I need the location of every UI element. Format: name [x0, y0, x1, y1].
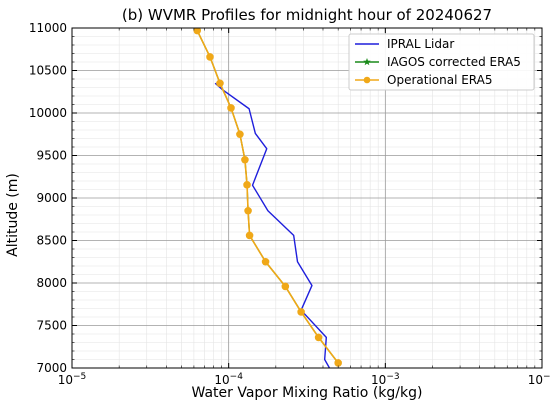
y-tick-label: 10500	[29, 64, 67, 78]
y-tick-label: 9500	[36, 149, 67, 163]
x-tick-label: 10−2	[528, 372, 550, 387]
legend-label-iagos-corrected-era5: IAGOS corrected ERA5	[387, 55, 521, 69]
data-point-operational-era5	[314, 333, 323, 342]
data-point-operational-era5	[245, 231, 254, 240]
data-point-operational-era5	[236, 130, 244, 139]
y-tick-label: 11000	[29, 21, 67, 35]
y-tick-label: 8000	[36, 276, 67, 290]
y-tick-labels: 7000 7500 8000 8500 9000 9500 10000 10500 11000	[29, 21, 67, 375]
axis-ticks	[71, 27, 543, 369]
chart-title: (b) WVMR Profiles for midnight hour of 2…	[122, 6, 492, 24]
series-layer	[193, 28, 342, 368]
y-tick-label: 9000	[36, 191, 67, 205]
data-point-operational-era5	[334, 359, 342, 367]
data-point-operational-era5	[206, 53, 214, 61]
legend-label-ipral-lidar: IPRAL Lidar	[387, 37, 454, 51]
x-axis-label: Water Vapor Mixing Ratio (kg/kg)	[192, 385, 423, 401]
data-point-operational-era5	[216, 79, 224, 88]
y-tick-label: 10000	[29, 106, 67, 120]
x-tick-label: 10−5	[58, 372, 87, 387]
data-point-operational-era5	[243, 181, 251, 189]
data-point-operational-era5	[193, 28, 202, 35]
legend-box	[348, 33, 535, 91]
y-axis-label: Altitude (m)	[5, 173, 21, 257]
x-tick-label: 10−3	[371, 372, 400, 387]
data-point-operational-era5	[261, 257, 270, 266]
data-point-operational-era5	[227, 104, 235, 112]
data-point-operational-era5	[281, 282, 290, 291]
legend-marker-iagos-corrected-era5	[363, 58, 371, 66]
series-operational-era5	[193, 28, 342, 367]
y-tick-label: 8500	[36, 234, 67, 248]
y-tick-label: 7500	[36, 319, 67, 333]
data-point-operational-era5	[241, 155, 249, 164]
data-point-operational-era5	[244, 206, 252, 215]
data-point-operational-era5	[297, 308, 305, 316]
x-tick-labels: 10−5 10−4 10−3 10−2	[58, 372, 550, 387]
x-tick-label: 10−4	[214, 372, 243, 387]
y-tick-label: 7000	[36, 361, 67, 375]
legend-label-operational-era5: Operational ERA5	[387, 73, 493, 87]
legend: IPRAL Lidar IAGOS corrected ERA5 Operation…	[348, 33, 535, 91]
legend-marker-operational-era5	[363, 76, 371, 84]
series-line-ipral-lidar	[214, 82, 331, 368]
series-line-operational-era5	[196, 30, 339, 364]
series-ipral-lidar	[214, 82, 331, 368]
